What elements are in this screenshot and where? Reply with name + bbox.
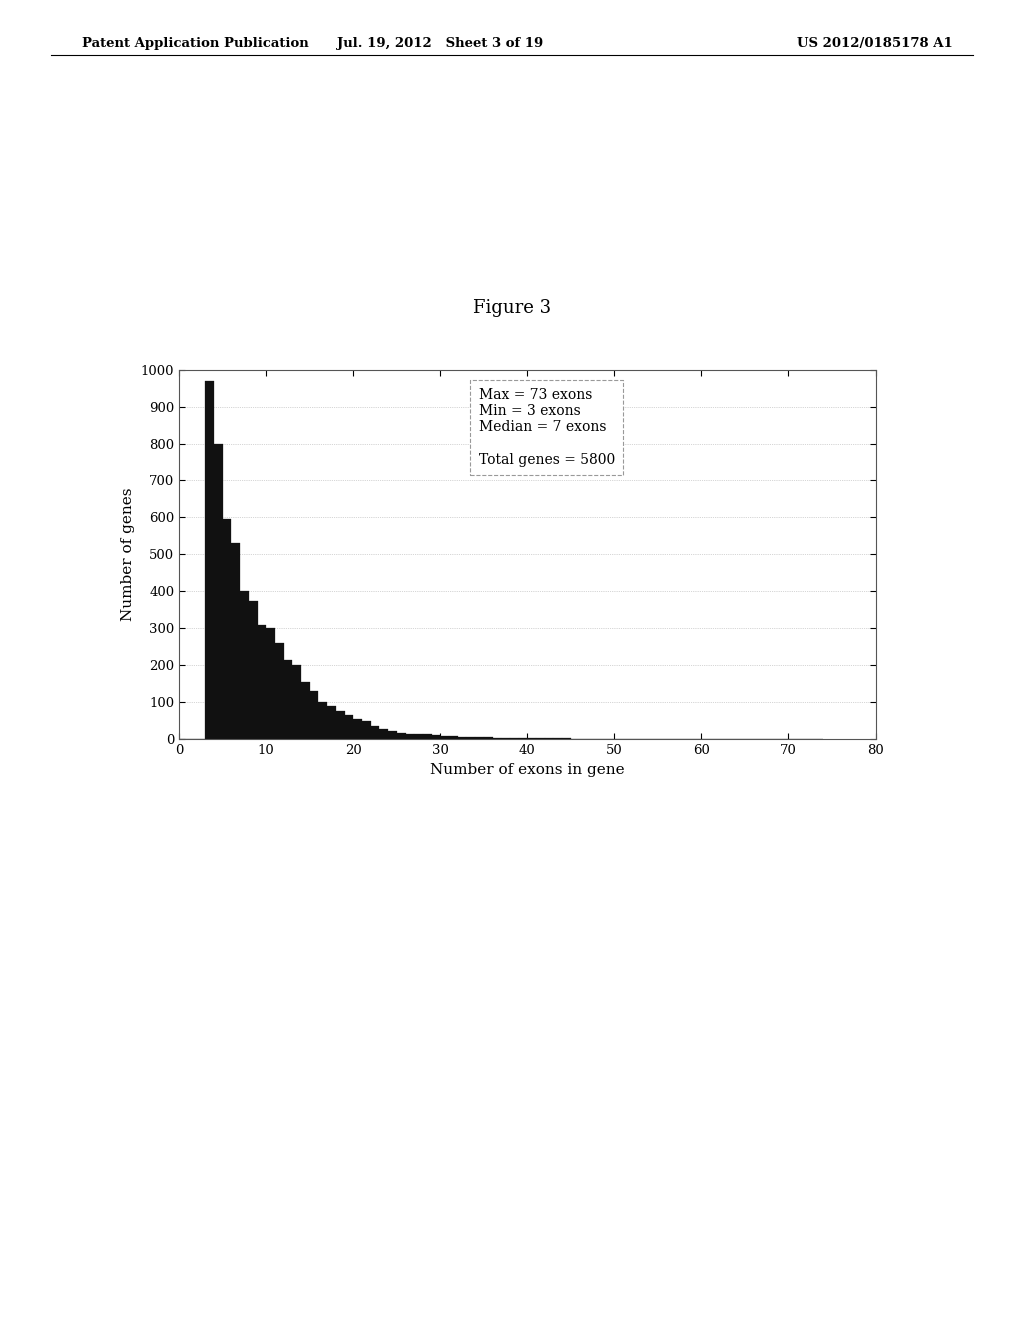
- Bar: [371, 726, 379, 739]
- Bar: [423, 734, 431, 739]
- Bar: [240, 591, 249, 739]
- Bar: [266, 628, 274, 739]
- Bar: [284, 660, 293, 739]
- Bar: [318, 702, 327, 739]
- Bar: [440, 735, 449, 739]
- Y-axis label: Number of genes: Number of genes: [121, 487, 135, 622]
- Bar: [274, 643, 284, 739]
- Bar: [493, 738, 501, 739]
- Text: Figure 3: Figure 3: [473, 298, 551, 317]
- Bar: [205, 380, 214, 739]
- Bar: [361, 721, 371, 739]
- Bar: [449, 737, 458, 739]
- Bar: [388, 731, 396, 739]
- Bar: [344, 715, 353, 739]
- Bar: [301, 682, 309, 739]
- Bar: [475, 738, 483, 739]
- Bar: [406, 734, 414, 739]
- Bar: [328, 706, 336, 739]
- Text: US 2012/0185178 A1: US 2012/0185178 A1: [797, 37, 952, 50]
- Bar: [353, 719, 362, 739]
- Text: Patent Application Publication: Patent Application Publication: [82, 37, 308, 50]
- X-axis label: Number of exons in gene: Number of exons in gene: [430, 763, 625, 776]
- Bar: [396, 733, 406, 739]
- Bar: [458, 737, 466, 739]
- Bar: [336, 711, 344, 739]
- Bar: [309, 692, 318, 739]
- Text: Max = 73 exons
Min = 3 exons
Median = 7 exons

Total genes = 5800: Max = 73 exons Min = 3 exons Median = 7 …: [478, 388, 614, 467]
- Bar: [432, 735, 440, 739]
- Bar: [257, 624, 266, 739]
- Bar: [214, 444, 223, 739]
- Bar: [293, 665, 301, 739]
- Bar: [222, 519, 231, 739]
- Text: Jul. 19, 2012   Sheet 3 of 19: Jul. 19, 2012 Sheet 3 of 19: [337, 37, 544, 50]
- Bar: [466, 737, 475, 739]
- Bar: [231, 544, 240, 739]
- Bar: [501, 738, 510, 739]
- Bar: [249, 601, 258, 739]
- Bar: [483, 738, 493, 739]
- Bar: [379, 729, 388, 739]
- Bar: [414, 734, 423, 739]
